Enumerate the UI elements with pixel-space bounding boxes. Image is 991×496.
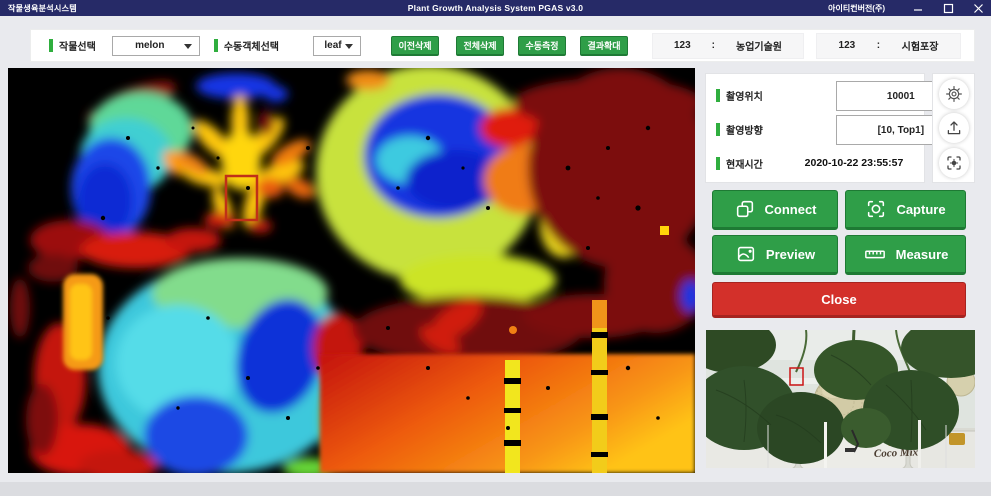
site-field: 123 : 농업기술원 — [652, 32, 805, 59]
plot-code: 123 — [838, 40, 856, 51]
current-time-value: 2020-10-22 23:55:57 — [804, 157, 904, 169]
upload-button[interactable] — [938, 113, 969, 143]
site-separator: : — [711, 40, 716, 51]
object-select-label: 수동객체선택 — [223, 42, 280, 53]
delete-all-button[interactable]: 전체삭제 — [456, 35, 505, 56]
plot-separator: : — [876, 40, 881, 51]
crop-select-dropdown[interactable]: melon — [111, 35, 200, 56]
photo-preview[interactable]: Coco Coco Mix — [706, 330, 975, 468]
maximize-icon[interactable] — [941, 3, 955, 14]
capture-settings-panel: 촬영위치 10001 촬영방향 [10, Top1] 현재시간 2020-10-… — [705, 73, 966, 183]
depth-map-view[interactable] — [8, 68, 695, 473]
action-button-grid: Connect Capture Pr — [712, 190, 966, 275]
manual-measure-button[interactable]: 수동측정 — [518, 35, 567, 56]
zoom-result-button[interactable]: 결과확대 — [580, 35, 629, 56]
crop-select-label: 작물선택 — [59, 42, 96, 53]
connect-button[interactable]: Connect — [712, 190, 838, 230]
focus-button[interactable] — [938, 147, 969, 178]
object-select-value: leaf — [324, 40, 342, 51]
ruler-icon — [864, 250, 885, 259]
current-time-label: 현재시간 — [726, 159, 763, 171]
object-select-dropdown[interactable]: leaf — [313, 35, 362, 56]
preview-button[interactable]: Preview — [712, 235, 838, 275]
capture-icon — [868, 200, 885, 218]
accent-bar — [213, 39, 218, 52]
focus-icon — [946, 155, 961, 170]
location-value: 10001 — [886, 90, 915, 102]
upload-icon — [947, 121, 960, 135]
toolbar: 작물선택 melon 수동객체선택 leaf 이전삭제 전체삭제 수동측정 결과… — [30, 29, 975, 62]
capture-button[interactable]: Capture — [845, 190, 966, 230]
direction-label: 촬영방향 — [726, 125, 763, 137]
close-button[interactable]: Close — [712, 282, 966, 318]
preview-icon — [737, 246, 755, 262]
settings-button[interactable] — [938, 78, 969, 109]
accent-bar — [49, 39, 53, 52]
direction-value: [10, Top1] — [877, 124, 925, 136]
location-label: 촬영위치 — [726, 91, 763, 103]
minimize-icon[interactable] — [911, 3, 925, 14]
capture-label: Capture — [896, 201, 946, 217]
close-icon[interactable] — [971, 3, 985, 14]
delete-previous-button[interactable]: 이전삭제 — [391, 35, 440, 56]
accent-bar — [716, 156, 720, 170]
title-bar: 작물생육분석시스템 Plant Growth Analysis System P… — [0, 0, 991, 16]
status-strip — [0, 482, 991, 496]
plot-name: 시험포장 — [901, 42, 939, 53]
connect-label: Connect — [764, 201, 817, 217]
window-title: Plant Growth Analysis System PGAS v3.0 — [407, 3, 584, 13]
accent-bar — [716, 122, 720, 136]
chevron-down-icon — [183, 43, 192, 49]
site-code: 123 — [674, 40, 691, 51]
crop-select-value: melon — [135, 40, 165, 51]
site-name: 농업기술원 — [736, 42, 782, 53]
utility-icon-column — [932, 73, 975, 183]
measure-button[interactable]: Measure — [845, 235, 966, 275]
selection-box — [789, 367, 804, 386]
selection-box — [224, 174, 259, 222]
measure-label: Measure — [895, 246, 949, 262]
preview-label: Preview — [765, 246, 816, 262]
app-title: 작물생육분석시스템 — [8, 3, 77, 13]
gear-icon — [945, 85, 962, 102]
plot-field: 123 : 시험포장 — [816, 32, 962, 59]
company-name: 아이티컨버전(주) — [828, 3, 885, 13]
accent-bar — [716, 88, 720, 102]
connect-icon — [736, 200, 753, 218]
chevron-down-icon — [345, 43, 354, 49]
